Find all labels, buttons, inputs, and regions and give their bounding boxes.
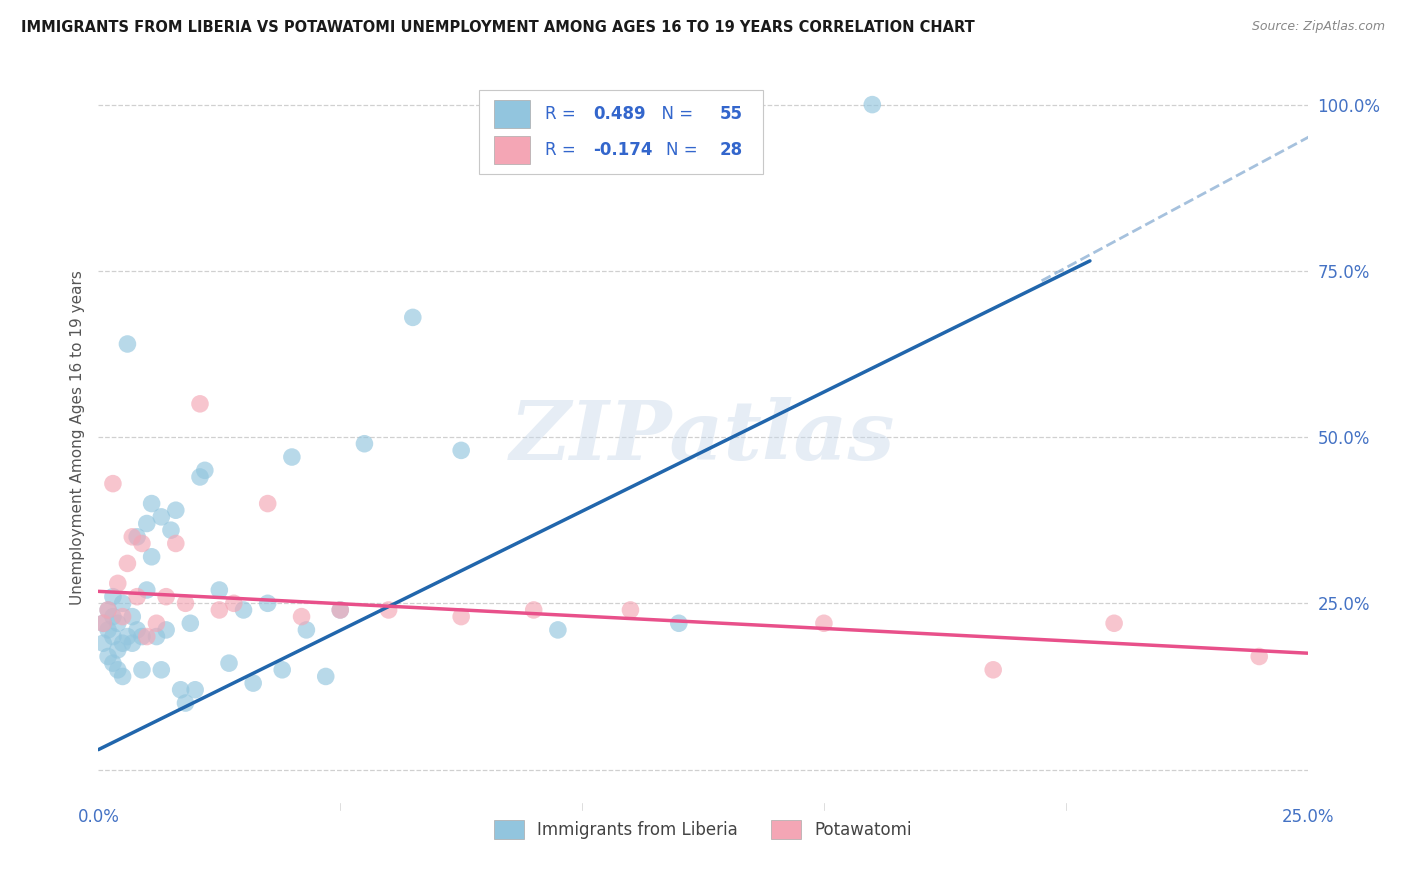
Point — [402, 310, 425, 325]
Point — [97, 603, 120, 617]
Point — [188, 397, 211, 411]
Point — [107, 643, 129, 657]
Point — [97, 649, 120, 664]
FancyBboxPatch shape — [494, 100, 530, 128]
Text: 55: 55 — [720, 104, 742, 123]
Point — [179, 616, 201, 631]
Point — [218, 656, 240, 670]
Point — [450, 443, 472, 458]
Point — [281, 450, 304, 464]
Point — [111, 609, 134, 624]
Text: IMMIGRANTS FROM LIBERIA VS POTAWATOMI UNEMPLOYMENT AMONG AGES 16 TO 19 YEARS COR: IMMIGRANTS FROM LIBERIA VS POTAWATOMI UN… — [21, 20, 974, 35]
Point — [107, 576, 129, 591]
Point — [1102, 616, 1125, 631]
Point — [165, 503, 187, 517]
Point — [121, 636, 143, 650]
Point — [131, 630, 153, 644]
Point — [101, 590, 124, 604]
Point — [290, 609, 312, 624]
FancyBboxPatch shape — [494, 136, 530, 164]
Point — [101, 656, 124, 670]
Point — [813, 616, 835, 631]
FancyBboxPatch shape — [479, 90, 763, 174]
Text: R =: R = — [544, 141, 581, 160]
Point — [127, 590, 149, 604]
Text: -0.174: -0.174 — [593, 141, 652, 160]
Point — [131, 536, 153, 550]
Point — [127, 530, 149, 544]
Point — [111, 669, 134, 683]
Point — [208, 603, 231, 617]
Point — [295, 623, 318, 637]
Point — [232, 603, 254, 617]
Point — [111, 636, 134, 650]
Point — [107, 663, 129, 677]
Text: 0.489: 0.489 — [593, 104, 645, 123]
Point — [101, 609, 124, 624]
Point — [208, 582, 231, 597]
Point — [619, 603, 641, 617]
Point — [117, 337, 139, 351]
Text: R =: R = — [544, 104, 581, 123]
Point — [668, 616, 690, 631]
Point — [174, 596, 197, 610]
Point — [135, 630, 157, 644]
Point — [242, 676, 264, 690]
Point — [1249, 649, 1271, 664]
Point — [155, 590, 177, 604]
Point — [97, 623, 120, 637]
Point — [188, 470, 211, 484]
Point — [131, 663, 153, 677]
Point — [222, 596, 245, 610]
Point — [329, 603, 352, 617]
Point — [117, 630, 139, 644]
Point — [165, 536, 187, 550]
Point — [174, 696, 197, 710]
Point — [150, 509, 173, 524]
Point — [450, 609, 472, 624]
Point — [377, 603, 399, 617]
Point — [150, 663, 173, 677]
Point — [169, 682, 191, 697]
Point — [155, 623, 177, 637]
Point — [271, 663, 294, 677]
Point — [256, 596, 278, 610]
Text: N =: N = — [665, 141, 703, 160]
Text: Source: ZipAtlas.com: Source: ZipAtlas.com — [1251, 20, 1385, 33]
Point — [145, 616, 167, 631]
Point — [101, 630, 124, 644]
Point — [91, 636, 114, 650]
Point — [523, 603, 546, 617]
Point — [135, 516, 157, 531]
Point — [101, 476, 124, 491]
Point — [315, 669, 337, 683]
Point — [194, 463, 217, 477]
Point — [141, 497, 163, 511]
Point — [145, 630, 167, 644]
Point — [981, 663, 1004, 677]
Point — [860, 97, 883, 112]
Point — [329, 603, 352, 617]
Point — [141, 549, 163, 564]
Point — [107, 616, 129, 631]
Point — [117, 557, 139, 571]
Text: ZIPatlas: ZIPatlas — [510, 397, 896, 477]
Point — [111, 596, 134, 610]
Point — [135, 582, 157, 597]
Point — [184, 682, 207, 697]
Point — [121, 530, 143, 544]
Point — [91, 616, 114, 631]
Point — [91, 616, 114, 631]
Y-axis label: Unemployment Among Ages 16 to 19 years: Unemployment Among Ages 16 to 19 years — [69, 269, 84, 605]
Point — [547, 623, 569, 637]
Point — [121, 609, 143, 624]
Point — [127, 623, 149, 637]
Point — [160, 523, 183, 537]
Text: 28: 28 — [720, 141, 742, 160]
Point — [256, 497, 278, 511]
Point — [97, 603, 120, 617]
Text: N =: N = — [651, 104, 699, 123]
Legend: Immigrants from Liberia, Potawatomi: Immigrants from Liberia, Potawatomi — [488, 814, 918, 846]
Point — [353, 436, 375, 450]
